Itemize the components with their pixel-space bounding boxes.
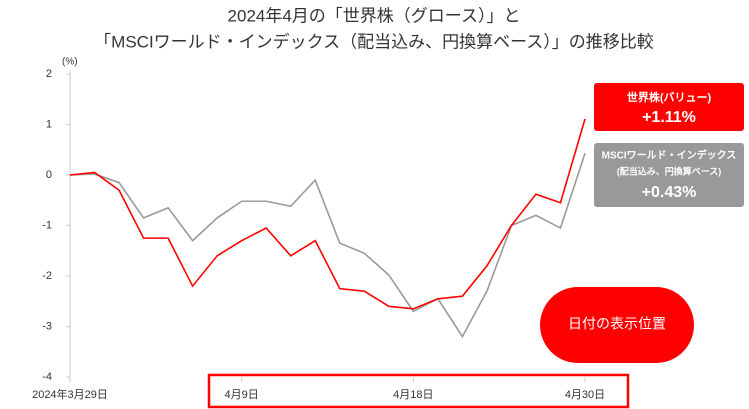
x-tick-label: 4月18日: [393, 389, 433, 401]
legend-note: (配当込み、円換算ベース): [617, 165, 722, 176]
series-line: [69, 118, 586, 310]
y-tick-label: -4: [42, 371, 52, 383]
annotation: 日付の表示位置: [568, 316, 666, 332]
y-tick-label: 2: [46, 68, 52, 80]
legend-label: MSCIワールド・インデックス: [602, 149, 737, 162]
y-tick-label: -3: [42, 320, 52, 332]
highlight-frame: [207, 373, 630, 409]
x-tick-label: 4月30日: [565, 389, 605, 401]
chart-title: 2024年4月の「世界株（グロース）」と: [228, 6, 521, 25]
end-label: +1.11%: [642, 109, 696, 126]
x-tick-label: 2024年3月29日: [32, 387, 108, 401]
y-unit: (%): [62, 57, 78, 68]
annotation-bubble: [540, 287, 694, 363]
y-tick-label: 1: [46, 118, 52, 130]
chart-title: 「MSCIワールド・インデックス（配当込み、円換算ベース）」の推移比較: [94, 31, 654, 51]
legend-box: [594, 143, 744, 207]
y-tick-label: -2: [42, 270, 52, 282]
legend-box: [594, 83, 744, 131]
y-tick-label: 0: [46, 169, 52, 181]
series-line: [69, 153, 586, 339]
y-tick-label: -1: [42, 219, 52, 231]
end-label: +0.43%: [642, 184, 697, 201]
x-tick-label: 4月9日: [225, 389, 259, 401]
legend-label: 世界株(バリュー): [627, 90, 712, 104]
